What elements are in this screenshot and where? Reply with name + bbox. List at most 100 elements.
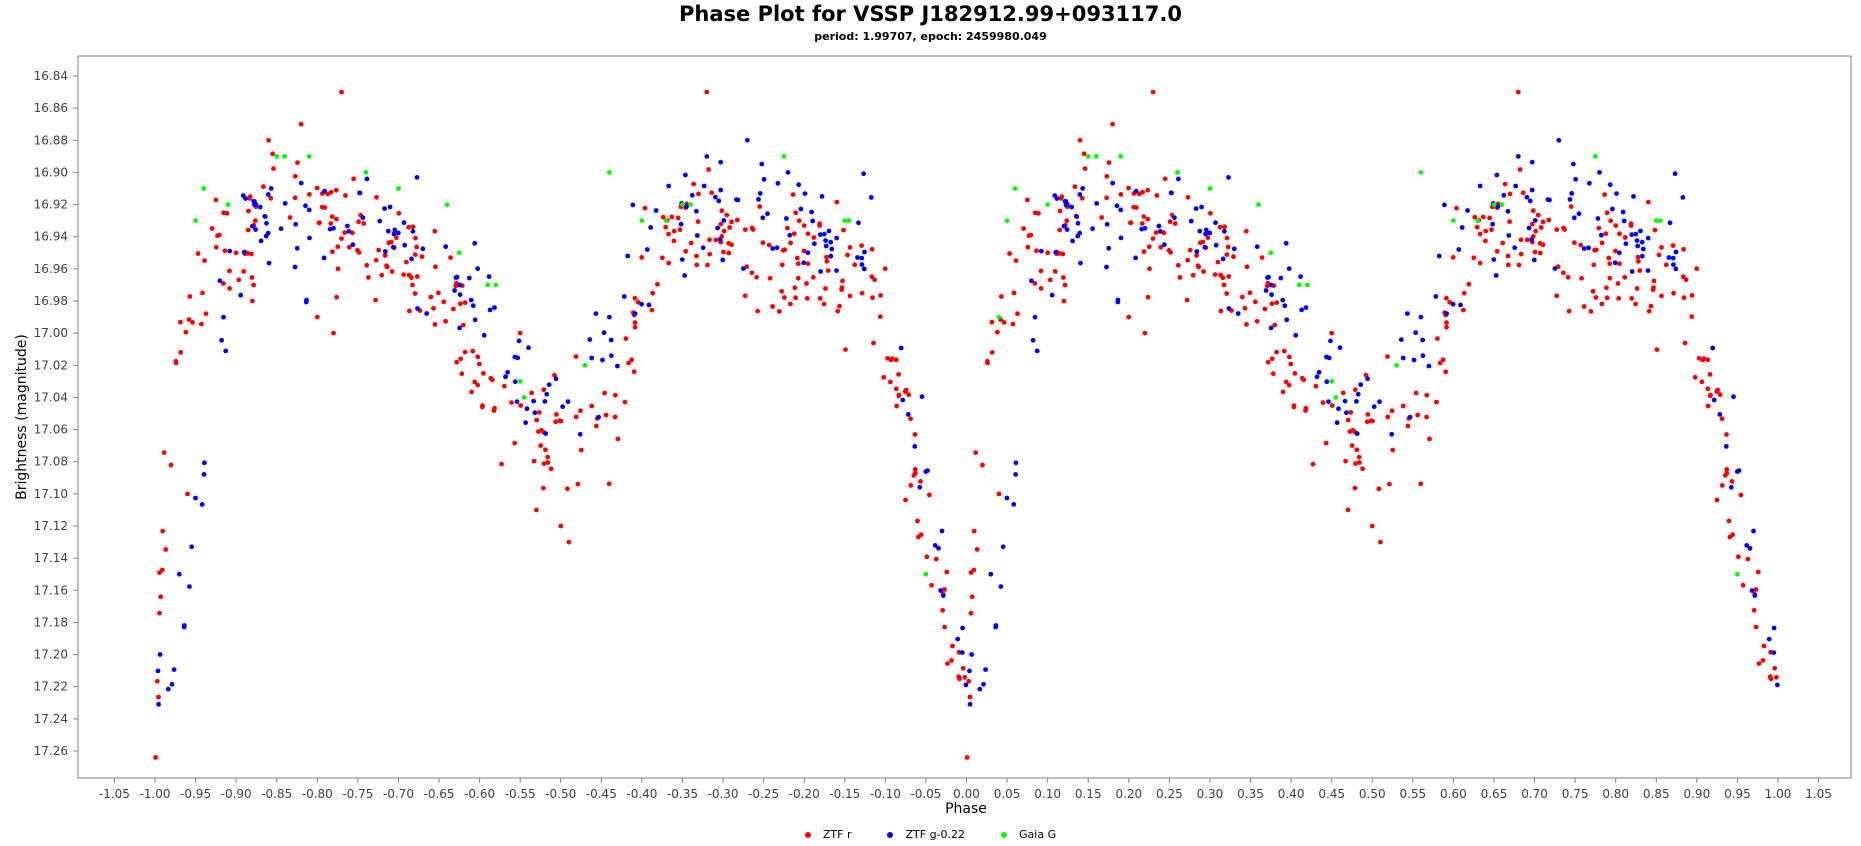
data-point-ztf-r (1357, 460, 1362, 465)
data-point-gaia-g (1012, 186, 1018, 191)
data-point-ztf-r (971, 528, 977, 534)
data-point-ztf-r (436, 290, 441, 296)
data-point-ztf-g-0-22 (1598, 232, 1604, 238)
data-point-ztf-r (1265, 359, 1271, 365)
data-point-ztf-r (575, 481, 581, 487)
data-point-ztf-g-0-22 (938, 588, 943, 593)
data-point-ztf-r (1052, 269, 1058, 274)
data-point-ztf-g-0-22 (1736, 468, 1742, 473)
data-point-ztf-g-0-22 (689, 192, 695, 198)
data-point-ztf-r (1200, 239, 1206, 245)
data-point-ztf-g-0-22 (1629, 232, 1635, 238)
data-point-ztf-r (1694, 266, 1700, 272)
data-point-ztf-r (187, 294, 193, 299)
data-point-ztf-g-0-22 (1133, 188, 1139, 194)
data-point-ztf-r (650, 290, 656, 296)
data-point-ztf-g-0-22 (401, 220, 407, 226)
data-point-ztf-r (1729, 479, 1735, 484)
data-point-ztf-r (157, 610, 162, 616)
data-point-ztf-g-0-22 (1030, 337, 1036, 343)
data-point-ztf-g-0-22 (1133, 255, 1138, 261)
data-point-ztf-r (724, 212, 730, 218)
data-point-ztf-r (1707, 372, 1713, 377)
data-point-ztf-g-0-22 (492, 305, 497, 310)
data-point-ztf-g-0-22 (1711, 397, 1717, 403)
data-point-ztf-r (1280, 389, 1286, 395)
data-point-ztf-g-0-22 (932, 543, 938, 548)
data-point-ztf-g-0-22 (940, 593, 946, 598)
x-tick-label: -0.40 (626, 787, 657, 801)
data-point-ztf-g-0-22 (1254, 244, 1260, 250)
data-point-ztf-r (796, 218, 802, 224)
data-point-gaia-g (1296, 282, 1302, 288)
data-point-ztf-g-0-22 (666, 183, 672, 189)
data-point-ztf-r (1483, 228, 1489, 234)
data-point-ztf-r (333, 187, 339, 193)
data-point-ztf-r (1606, 255, 1612, 261)
data-point-ztf-g-0-22 (1299, 307, 1304, 313)
data-point-ztf-r (671, 228, 677, 234)
data-point-ztf-g-0-22 (1172, 215, 1177, 221)
y-tick-label: 16.92 (34, 198, 68, 212)
data-point-ztf-g-0-22 (1645, 268, 1651, 273)
data-point-ztf-r (1622, 235, 1628, 240)
data-point-ztf-r (1154, 193, 1160, 198)
data-point-ztf-r (1110, 121, 1115, 127)
data-point-ztf-r (1650, 287, 1656, 293)
data-point-ztf-r (1530, 208, 1536, 214)
data-point-ztf-g-0-22 (1094, 201, 1100, 206)
data-point-gaia-g (1499, 202, 1505, 208)
data-point-ztf-g-0-22 (298, 180, 304, 186)
data-point-ztf-r (603, 412, 609, 418)
data-point-ztf-g-0-22 (516, 338, 522, 344)
data-point-ztf-g-0-22 (632, 311, 638, 316)
x-tick-label: -0.35 (667, 787, 698, 801)
data-point-ztf-g-0-22 (1326, 399, 1331, 405)
data-point-ztf-r (250, 298, 255, 304)
data-point-ztf-r (742, 293, 748, 299)
data-point-ztf-r (1038, 286, 1044, 291)
data-point-ztf-g-0-22 (1673, 249, 1679, 255)
data-point-gaia-g (1418, 170, 1424, 175)
data-point-ztf-r (459, 371, 465, 377)
data-point-ztf-g-0-22 (1717, 412, 1723, 417)
data-point-ztf-g-0-22 (1038, 248, 1044, 254)
data-point-ztf-r (1599, 240, 1605, 246)
data-point-ztf-g-0-22 (601, 330, 607, 336)
data-point-ztf-r (1760, 658, 1766, 663)
data-point-ztf-r (1593, 295, 1599, 300)
data-point-ztf-r (1588, 309, 1594, 314)
data-point-ztf-r (659, 255, 665, 261)
data-point-ztf-r (1352, 387, 1358, 393)
data-point-ztf-r (788, 301, 793, 307)
data-point-ztf-g-0-22 (470, 303, 476, 309)
data-point-ztf-g-0-22 (1156, 223, 1162, 229)
data-point-ztf-r (996, 491, 1002, 497)
y-tick-label: 17.02 (34, 358, 68, 372)
data-point-ztf-r (1554, 293, 1560, 299)
data-point-ztf-g-0-22 (819, 194, 825, 199)
data-point-ztf-r (329, 214, 335, 220)
data-point-ztf-r (1616, 296, 1622, 301)
data-point-ztf-g-0-22 (565, 399, 571, 405)
data-point-ztf-g-0-22 (1077, 192, 1083, 197)
data-point-ztf-r (271, 166, 276, 172)
x-tick-label: -0.95 (180, 787, 211, 801)
data-point-ztf-r (1767, 674, 1773, 680)
data-point-ztf-r (1602, 192, 1607, 198)
data-point-ztf-r (1286, 382, 1292, 388)
data-point-ztf-g-0-22 (817, 232, 823, 238)
data-point-ztf-r (1221, 282, 1227, 288)
chart-subtitle: period: 1.99707, epoch: 2459980.049 (814, 30, 1047, 43)
data-point-ztf-r (870, 295, 875, 301)
data-point-ztf-r (962, 674, 968, 680)
data-point-ztf-r (509, 400, 514, 405)
data-point-ztf-r (1540, 242, 1546, 248)
data-point-ztf-r (1349, 443, 1355, 448)
data-point-ztf-r (869, 274, 875, 280)
data-point-ztf-g-0-22 (1061, 223, 1067, 229)
data-point-ztf-g-0-22 (1226, 175, 1231, 180)
data-point-ztf-g-0-22 (331, 225, 336, 231)
data-point-ztf-g-0-22 (1194, 249, 1200, 254)
data-point-ztf-r (480, 403, 485, 408)
